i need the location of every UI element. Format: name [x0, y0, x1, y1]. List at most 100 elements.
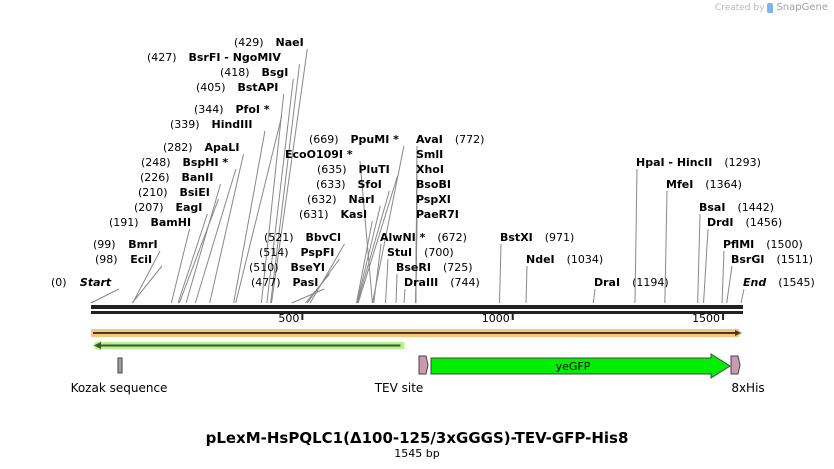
ruler-tick — [511, 311, 514, 320]
backbone-bottom — [91, 311, 743, 314]
svg-text:(477)PasI: (477) PasI — [251, 276, 318, 289]
restriction-site[interactable]: BsaI (1442) — [697, 201, 774, 304]
site-name: DraIII — [404, 276, 438, 289]
site-name: PfoI * — [236, 103, 270, 116]
site-position: (207) — [134, 201, 164, 214]
svg-text:MfeI(1364): MfeI (1364) — [666, 178, 742, 191]
svg-text:End(1545): End (1545) — [743, 276, 815, 289]
feature-yegfp[interactable] — [430, 353, 731, 379]
site-position: (1456) — [746, 216, 783, 229]
restriction-site[interactable]: EcoO109I * — [285, 148, 373, 304]
site-position: (633) — [316, 178, 346, 191]
restriction-site[interactable]: NdeI (1034) — [525, 253, 603, 304]
site-position: (725) — [443, 261, 473, 274]
restriction-site[interactable]: BstXI (971) — [499, 231, 575, 304]
restriction-site[interactable]: (477) PasI — [251, 276, 325, 304]
restriction-site[interactable]: (210) BsiEI — [138, 186, 219, 304]
restriction-site[interactable]: (631) KasI — [299, 208, 373, 304]
site-name: Start — [80, 276, 112, 289]
svg-text:BsoBI: BsoBI — [416, 178, 451, 191]
restriction-site[interactable]: DraIII (744) — [403, 276, 480, 304]
restriction-site[interactable]: (282) ApaLI — [163, 141, 244, 304]
feature-kozak[interactable] — [117, 357, 123, 374]
site-name: StuI — [387, 246, 412, 259]
restriction-site[interactable]: PaeR7I — [415, 208, 459, 304]
svg-text:(635)PluTI: (635) PluTI — [317, 163, 390, 176]
svg-text:AvaI(772): AvaI (772) — [416, 133, 484, 146]
restriction-site[interactable]: (521) BbvCI — [264, 231, 345, 304]
feature-yegfp-label: yeGFP — [556, 360, 591, 373]
ruler-label: 500 — [278, 312, 299, 325]
snapgene-watermark: Created by SnapGene — [715, 2, 828, 13]
svg-text:DrdI(1456): DrdI (1456) — [707, 216, 782, 229]
svg-text:(191)BamHI: (191) BamHI — [109, 216, 191, 229]
svg-text:EcoO109I *: EcoO109I * — [285, 148, 353, 161]
svg-text:(344)PfoI *: (344) PfoI * — [194, 103, 270, 116]
restriction-site[interactable]: (632) NarI — [307, 193, 381, 304]
restriction-site[interactable]: MfeI (1364) — [664, 178, 742, 304]
svg-text:(418)BsgI: (418) BsgI — [220, 66, 288, 79]
site-name: NdeI — [526, 253, 555, 266]
ruler-label: 1000 — [482, 312, 510, 325]
restriction-site[interactable]: (226) BanII — [140, 171, 221, 304]
restriction-site[interactable]: (669) PpuMI * — [309, 133, 405, 304]
feature-8xhis[interactable] — [730, 355, 741, 375]
site-name: EagI — [176, 201, 203, 214]
ruler-label: 1500 — [692, 312, 720, 325]
svg-text:(405)BstAPI: (405) BstAPI — [196, 81, 278, 94]
restriction-site[interactable]: (633) SfoI — [316, 178, 390, 304]
feature-tev-site[interactable] — [418, 355, 429, 375]
svg-text:PaeR7I: PaeR7I — [416, 208, 459, 221]
restriction-site[interactable]: (248) BspHI * — [141, 156, 237, 304]
restriction-site[interactable]: (427) BsrFI - NgoMIV — [147, 51, 300, 304]
restriction-site[interactable]: AlwNI * (672) — [373, 231, 467, 304]
svg-text:(510)BseYI: (510) BseYI — [249, 261, 325, 274]
svg-text:(669)PpuMI *: (669) PpuMI * — [309, 133, 399, 146]
restriction-site[interactable]: (191) BamHI — [109, 216, 191, 304]
orf-reverse-arrowhead — [94, 342, 101, 349]
site-position: (510) — [249, 261, 279, 274]
restriction-site[interactable]: BseRI (725) — [395, 261, 473, 304]
restriction-site[interactable]: (99) BmrI — [93, 238, 161, 304]
restriction-site[interactable]: (339) HindIII — [170, 118, 266, 304]
site-name: BsiEI — [180, 186, 210, 199]
site-position: (632) — [307, 193, 337, 206]
restriction-site[interactable]: (207) EagI — [134, 201, 208, 304]
site-name: NaeI — [276, 36, 304, 49]
restriction-site[interactable]: (514) PspFI — [259, 246, 340, 304]
site-name: HindIII — [212, 118, 253, 131]
restriction-site[interactable]: DrdI (1456) — [703, 216, 783, 304]
restriction-site[interactable]: BsrGI (1511) — [726, 253, 813, 304]
orf-reverse-line — [97, 344, 401, 347]
orf-forward-arrowhead — [735, 330, 741, 336]
svg-text:(339)HindIII: (339) HindIII — [170, 118, 252, 131]
watermark-prefix: Created by — [714, 2, 765, 13]
site-name: PasI — [293, 276, 319, 289]
svg-text:(226)BanII: (226) BanII — [140, 171, 213, 184]
restriction-site[interactable]: (405) BstAPI — [196, 81, 285, 304]
svg-text:StuI(700): StuI (700) — [387, 246, 454, 259]
restriction-site[interactable]: (98) EciI — [95, 253, 163, 304]
site-name: BsrGI — [731, 253, 764, 266]
site-name: MfeI — [666, 178, 693, 191]
restriction-site[interactable]: PflMI (1500) — [721, 238, 803, 304]
map-title: pLexM-HsPQLC1(Δ100-125/3xGGGS)-TEV-GFP-H… — [205, 429, 629, 447]
svg-text:PflMI(1500): PflMI (1500) — [723, 238, 803, 251]
restriction-site[interactable]: StuI (700) — [384, 246, 454, 304]
site-position: (971) — [545, 231, 575, 244]
restriction-site[interactable]: (344) PfoI * — [194, 103, 283, 304]
restriction-site[interactable]: (0) Start — [51, 276, 120, 304]
restriction-site[interactable]: DraI (1194) — [592, 276, 669, 304]
restriction-site[interactable]: (635) PluTI — [317, 163, 398, 304]
site-name: SfoI — [358, 178, 382, 191]
svg-text:PspXI: PspXI — [416, 193, 451, 206]
site-name: BsoBI — [416, 178, 451, 191]
restriction-site[interactable]: End (1545) — [740, 276, 815, 304]
svg-text:(207)EagI: (207) EagI — [134, 201, 202, 214]
restriction-site[interactable]: (418) BsgI — [220, 66, 294, 304]
site-name: BsaI — [699, 201, 725, 214]
restriction-site[interactable]: (510) BseYI — [249, 261, 330, 304]
svg-text:(282)ApaLI: (282) ApaLI — [163, 141, 239, 154]
restriction-site[interactable]: (429) NaeI — [234, 36, 308, 304]
restriction-site[interactable]: HpaI - HincII (1293) — [634, 156, 761, 304]
